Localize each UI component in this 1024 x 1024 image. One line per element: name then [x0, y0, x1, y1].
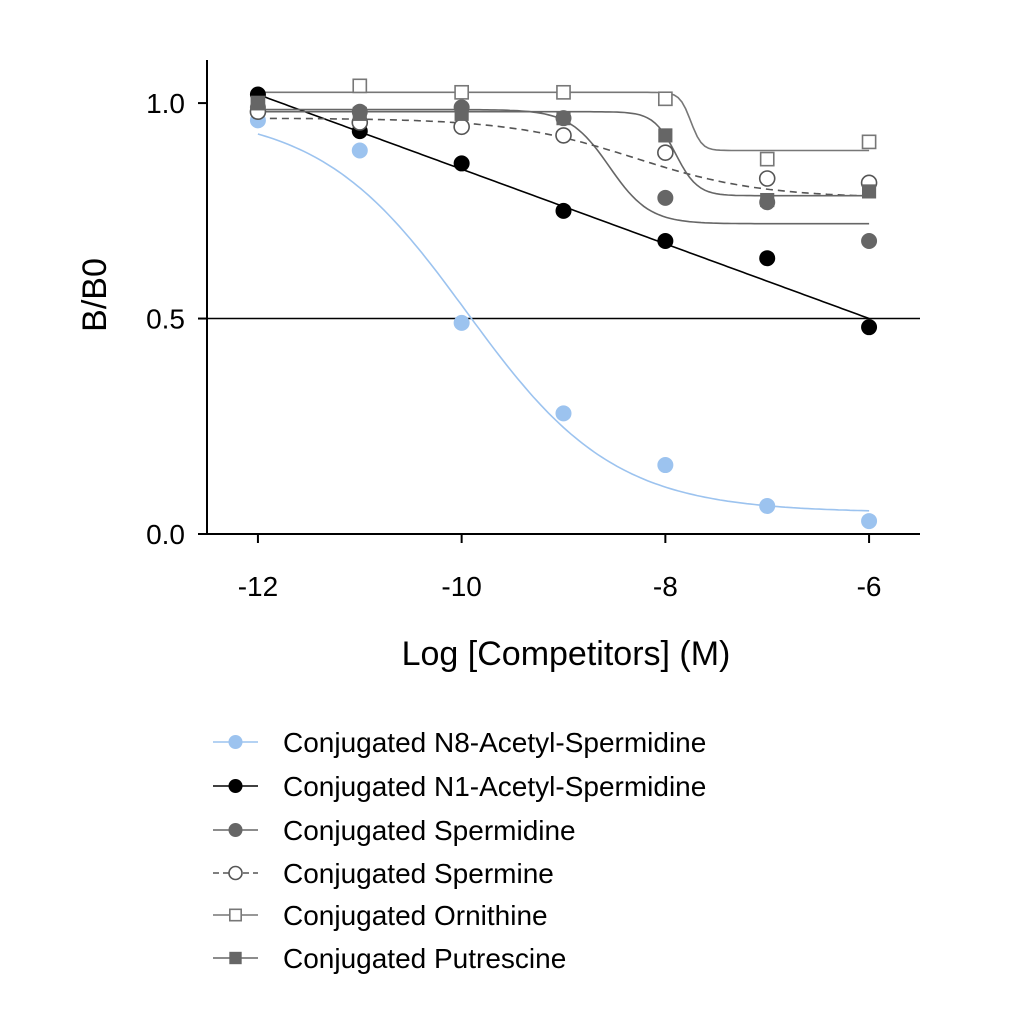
data-point [657, 144, 674, 161]
x-ticks: -12 -10 -8 -6 [238, 534, 882, 602]
data-point [657, 232, 674, 249]
data-point [759, 151, 775, 167]
data-point [555, 127, 572, 144]
legend-marker [228, 735, 243, 749]
data-point [454, 84, 470, 100]
data-point [861, 513, 878, 530]
data-point [759, 250, 776, 267]
legend-label: Conjugated N8-Acetyl-Spermidine [283, 727, 706, 758]
legend-marker [228, 865, 243, 881]
x-tick-label: -10 [441, 571, 481, 602]
data-point [453, 155, 470, 172]
data-point [760, 192, 775, 208]
y-ticks: 0.0 0.5 1.0 [146, 88, 207, 550]
legend-label: Conjugated N1-Acetyl-Spermidine [283, 771, 706, 802]
data-point [758, 170, 776, 187]
x-tick-label: -6 [857, 571, 882, 602]
legend-item: Conjugated N8-Acetyl-Spermidine [213, 727, 706, 758]
data-point [657, 457, 674, 474]
data-point [453, 314, 470, 331]
data-markers [249, 78, 878, 530]
legend-label: Conjugated Putrescine [283, 943, 566, 974]
legend-marker [229, 908, 242, 922]
legend-label: Conjugated Ornithine [283, 900, 548, 931]
legend-item: Conjugated Spermidine [213, 815, 576, 846]
fit-lines [257, 91, 870, 512]
legend-item: Conjugated Spermine [213, 858, 554, 889]
y-tick-label: 0.0 [146, 519, 185, 550]
legend-item: Conjugated Putrescine [213, 943, 566, 974]
data-point [556, 111, 571, 126]
fit-line [257, 133, 870, 512]
data-point [759, 497, 776, 514]
data-point [861, 319, 878, 336]
x-tick-label: -8 [653, 571, 678, 602]
legend-label: Conjugated Spermidine [283, 815, 576, 846]
data-point [861, 134, 877, 150]
data-point [555, 202, 572, 219]
y-axis-title: B/B0 [76, 258, 114, 332]
x-tick-label: -12 [238, 571, 278, 602]
data-point [352, 78, 368, 94]
plot-area: -12 -10 -8 -6 0.0 0.5 1.0 [146, 60, 920, 602]
data-point [352, 106, 367, 121]
data-point [555, 405, 572, 422]
legend-label: Conjugated Spermine [283, 858, 554, 889]
y-tick-label: 1.0 [146, 88, 185, 119]
legend: Conjugated N8-Acetyl-Spermidine Conjugate… [213, 727, 706, 974]
legend-marker [228, 823, 243, 837]
data-point [453, 118, 470, 136]
legend-item: Conjugated Ornithine [213, 900, 548, 931]
data-point [250, 96, 265, 111]
y-tick-label: 0.5 [146, 304, 185, 335]
legend-item: Conjugated N1-Acetyl-Spermidine [213, 771, 706, 802]
data-point [351, 142, 368, 159]
data-point [658, 128, 673, 143]
data-point [657, 91, 673, 107]
data-point [556, 84, 571, 100]
legend-marker [228, 779, 243, 793]
x-axis-title: Log [Competitors] (M) [402, 635, 731, 673]
data-point [862, 184, 877, 199]
data-point [454, 106, 469, 121]
data-point [657, 189, 674, 206]
data-point [861, 232, 878, 249]
legend-marker [229, 951, 242, 965]
